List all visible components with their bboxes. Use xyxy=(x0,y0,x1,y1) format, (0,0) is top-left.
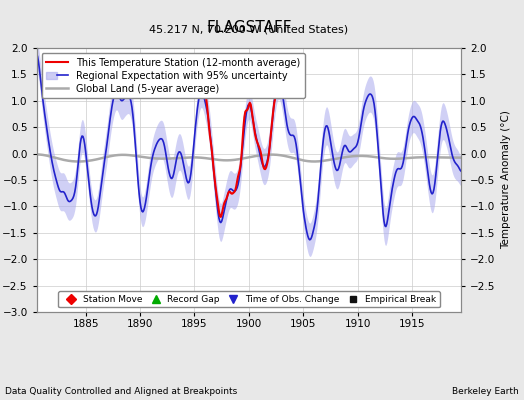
Text: 45.217 N, 70.200 W (United States): 45.217 N, 70.200 W (United States) xyxy=(149,24,348,34)
Text: Berkeley Earth: Berkeley Earth xyxy=(452,387,519,396)
Text: Data Quality Controlled and Aligned at Breakpoints: Data Quality Controlled and Aligned at B… xyxy=(5,387,237,396)
Title: FLAGSTAFF: FLAGSTAFF xyxy=(206,20,292,35)
Y-axis label: Temperature Anomaly (°C): Temperature Anomaly (°C) xyxy=(501,110,511,250)
Legend: Station Move, Record Gap, Time of Obs. Change, Empirical Break: Station Move, Record Gap, Time of Obs. C… xyxy=(58,291,440,308)
